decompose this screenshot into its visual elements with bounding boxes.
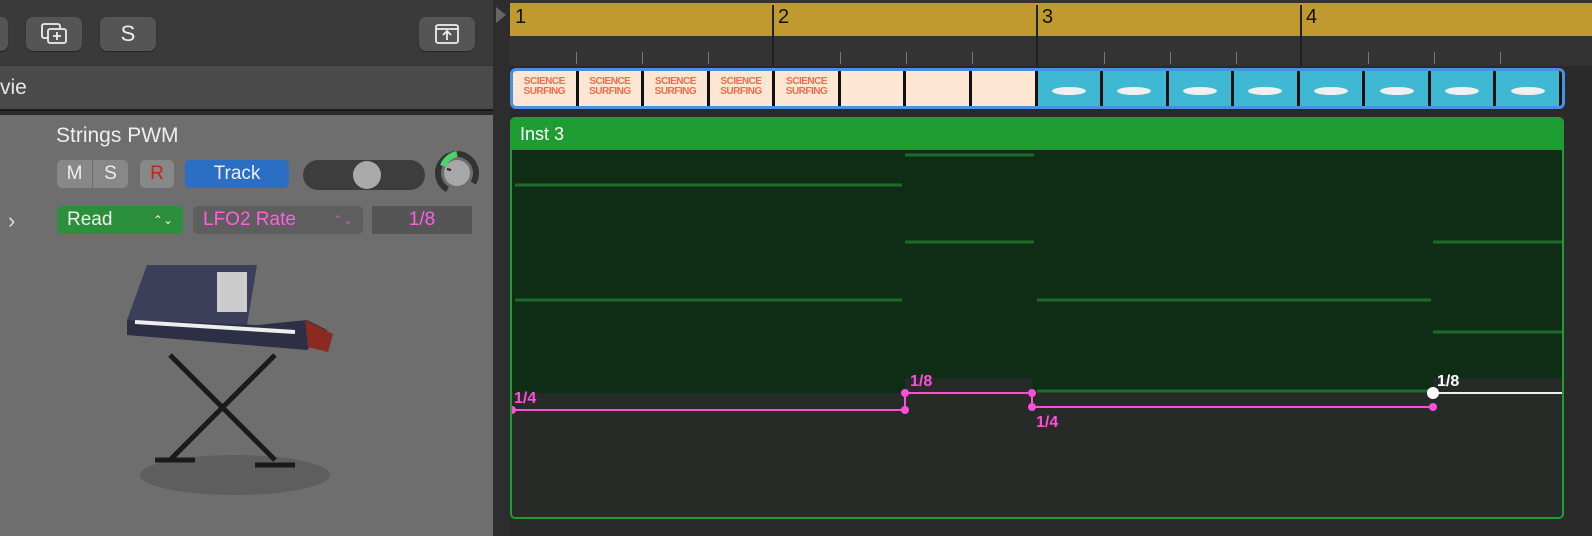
- movie-thumbnail: [1496, 71, 1562, 106]
- automation-point[interactable]: [1429, 403, 1437, 411]
- toolbar: S: [0, 0, 493, 66]
- automation-point-selected[interactable]: [1427, 387, 1439, 399]
- automation-value-field[interactable]: 1/8: [372, 206, 472, 234]
- automation-value-label: 1/4: [1036, 414, 1058, 431]
- track-header[interactable]: Strings PWM M S R Track › Read ⌃⌄ LFO2 Ra…: [0, 115, 493, 536]
- automation-point[interactable]: [1028, 403, 1036, 411]
- movie-thumbnail: [971, 71, 1038, 106]
- movie-thumbnail: SCIENCE SURFING: [513, 71, 579, 106]
- movie-thumbnail: SCIENCE SURFING: [775, 71, 841, 106]
- synthesizer-icon: [127, 265, 333, 495]
- movie-thumbnail: SCIENCE SURFING: [578, 71, 645, 106]
- playhead-marker-icon: [496, 7, 506, 23]
- toolbar-button-partial[interactable]: [0, 17, 8, 51]
- movie-thumbnail: SCIENCE SURFING: [644, 71, 710, 106]
- track-button[interactable]: Track: [185, 160, 289, 188]
- bar-number: 4: [1306, 6, 1318, 28]
- automation-parameter-select[interactable]: LFO2 Rate ⌃⌄: [193, 206, 363, 234]
- automation-mode-select[interactable]: Read ⌃⌄: [57, 206, 183, 234]
- pan-slider-thumb[interactable]: [353, 161, 381, 189]
- movie-thumbnail: [840, 71, 907, 106]
- bar-number: 1: [515, 6, 527, 28]
- pan-slider[interactable]: [303, 160, 425, 190]
- movie-track-label: vie: [0, 76, 27, 99]
- duplicate-track-button[interactable]: [26, 17, 82, 51]
- automation-lane[interactable]: 1/4 1/8 1/4 1/8: [512, 119, 1564, 519]
- volume-knob[interactable]: [435, 151, 479, 195]
- automation-point[interactable]: [512, 406, 516, 414]
- beat-tick: [708, 52, 709, 64]
- movie-thumbnail: [1299, 71, 1366, 106]
- beat-tick: [1170, 52, 1171, 64]
- record-button[interactable]: R: [140, 160, 174, 188]
- duplicate-track-icon: [41, 23, 67, 44]
- beat-tick: [1104, 52, 1105, 64]
- movie-thumbnail: [1037, 71, 1104, 106]
- solo-button[interactable]: S: [93, 160, 128, 188]
- beat-tick: [840, 52, 841, 64]
- automation-value-label: 1/8: [910, 373, 932, 390]
- region-name: Inst 3: [512, 119, 1562, 150]
- automation-value-label: 1/4: [514, 390, 536, 407]
- movie-thumbnail: [1103, 71, 1169, 106]
- bar-number: 3: [1042, 6, 1054, 28]
- beat-tick: [972, 52, 973, 64]
- beat-tick: [906, 52, 907, 64]
- beat-tick: [1368, 52, 1369, 64]
- bar-ruler[interactable]: 1 2 3 4: [510, 3, 1592, 36]
- midi-region[interactable]: Inst 3 1/4 1/8 1/4 1/8: [510, 117, 1564, 519]
- track-name: Strings PWM: [56, 124, 179, 147]
- bar-line: [1300, 5, 1302, 66]
- automation-mode-value: Read: [67, 209, 113, 230]
- upload-icon: [435, 24, 459, 44]
- bar-number: 2: [778, 6, 790, 28]
- automation-fill-area: [512, 150, 1562, 393]
- automation-point[interactable]: [1028, 389, 1036, 397]
- disclosure-chevron-icon[interactable]: ›: [8, 208, 16, 233]
- automation-point[interactable]: [901, 389, 909, 397]
- automation-line: [512, 392, 1433, 411]
- stepper-icon: ⌃⌄: [152, 213, 173, 227]
- beat-tick: [1434, 52, 1435, 64]
- beat-tick: [1500, 52, 1501, 64]
- automation-value-label: 1/8: [1437, 373, 1459, 390]
- beat-tick: [1236, 52, 1237, 64]
- movie-thumbnail: [1168, 71, 1235, 106]
- movie-track-header[interactable]: vie: [0, 66, 493, 111]
- movie-thumbnail: [906, 71, 972, 106]
- automation-point[interactable]: [901, 406, 909, 414]
- upload-button[interactable]: [419, 17, 475, 51]
- pane-divider[interactable]: [493, 0, 510, 536]
- beat-tick: [642, 52, 643, 64]
- parameter-value: LFO2 Rate: [203, 209, 296, 230]
- stepper-icon: ⌃⌄: [332, 213, 353, 227]
- mute-button[interactable]: M: [57, 160, 92, 188]
- movie-thumbnail: SCIENCE SURFING: [709, 71, 776, 106]
- movie-thumbnail: [1430, 71, 1497, 106]
- movie-thumbnail: [1234, 71, 1300, 106]
- movie-thumbnails-region[interactable]: SCIENCE SURFING SCIENCE SURFING SCIENCE SU…: [510, 68, 1565, 109]
- solo-toolbar-button[interactable]: S: [100, 17, 156, 51]
- movie-thumbnail: [1365, 71, 1431, 106]
- beat-tick: [576, 52, 577, 64]
- bar-line: [772, 5, 774, 66]
- bar-line: [1036, 5, 1038, 66]
